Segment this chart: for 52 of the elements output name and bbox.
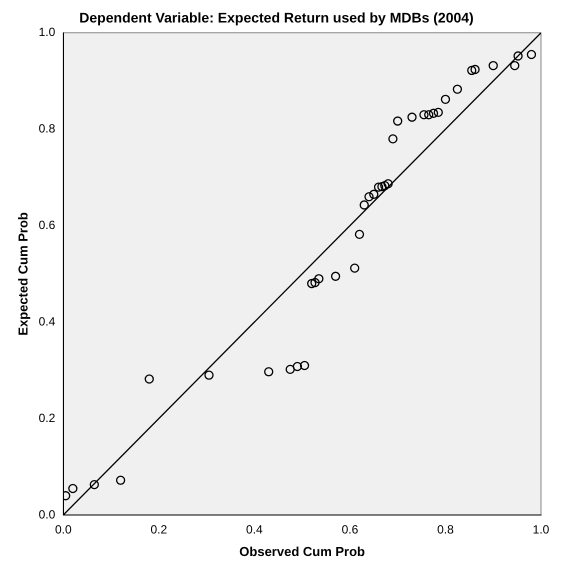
chart-title: Dependent Variable: Expected Return used by MDBs (2004)	[79, 9, 474, 26]
point	[388, 134, 398, 144]
point	[350, 263, 360, 273]
point	[424, 110, 434, 120]
point	[369, 190, 378, 199]
x-axis-title: Observed Cum Prob	[239, 544, 366, 559]
point	[204, 370, 214, 380]
point	[144, 374, 154, 384]
y-tick-label: 1.0	[38, 25, 56, 40]
point	[307, 278, 316, 288]
x-tick-label: 0.0	[54, 522, 72, 537]
point	[467, 66, 476, 76]
point	[116, 476, 126, 485]
point	[393, 116, 402, 126]
point	[314, 274, 324, 284]
point	[383, 179, 393, 188]
point	[330, 272, 340, 281]
point	[488, 60, 498, 70]
point	[377, 182, 387, 192]
point	[374, 182, 384, 192]
point	[407, 112, 417, 122]
x-tick-label: 1.0	[532, 522, 550, 537]
point	[90, 480, 99, 490]
point	[68, 484, 78, 494]
y-tick-label: 0.6	[38, 218, 56, 232]
point	[286, 364, 295, 374]
y-tick-label: 0.2	[38, 410, 56, 425]
y-tick-label: 0.8	[38, 122, 56, 136]
point	[526, 50, 536, 60]
x-tick-label: 0.8	[437, 522, 454, 537]
point	[364, 192, 374, 202]
point	[419, 110, 429, 120]
point	[354, 230, 364, 240]
point	[440, 94, 450, 104]
point	[310, 278, 320, 288]
point	[428, 108, 438, 118]
x-tick-label: 0.4	[246, 522, 264, 537]
point	[264, 367, 274, 376]
point	[380, 181, 390, 190]
x-tick-label: 0.6	[342, 522, 359, 537]
point	[510, 60, 520, 70]
x-tick-label: 0.2	[150, 522, 168, 537]
point	[300, 360, 310, 370]
point	[452, 84, 462, 94]
point	[470, 64, 480, 74]
point	[292, 362, 302, 372]
y-tick-label: 0.4	[38, 314, 56, 328]
point	[434, 108, 443, 118]
y-axis-title: Expected Cum Prob	[15, 212, 30, 336]
y-tick-label: 0.0	[38, 507, 56, 522]
point	[360, 200, 369, 210]
point	[513, 51, 523, 61]
